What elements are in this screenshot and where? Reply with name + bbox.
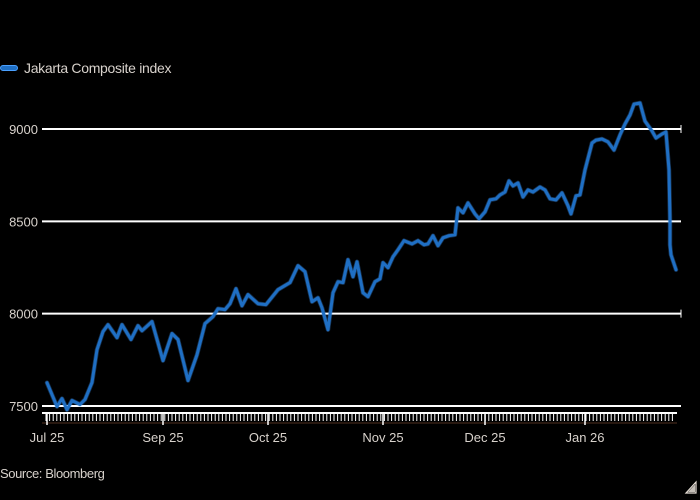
- source-note: Source: Bloomberg: [0, 466, 105, 481]
- x-axis: Jul 25 Sep 25 Oct 25 Nov 25 Dec 25 Jan 26: [30, 412, 677, 445]
- y-tick-label: 8000: [9, 307, 38, 322]
- y-tick-label: 8500: [9, 214, 38, 229]
- x-tick-label: Jan 26: [565, 430, 604, 445]
- chart-legend: Jakarta Composite index: [0, 58, 171, 78]
- y-tick-label: 7500: [9, 399, 38, 414]
- legend-series-label: Jakarta Composite index: [24, 60, 172, 76]
- x-tick-label: Oct 25: [249, 430, 287, 445]
- y-tick-label: 9000: [9, 122, 38, 137]
- legend-line-swatch-icon: [0, 65, 18, 71]
- x-tick-label: Sep 25: [142, 430, 183, 445]
- series-jakarta-composite-index: [44, 100, 679, 412]
- publisher-logo-icon: [684, 480, 697, 494]
- y-axis: 9000 8500 8000 7500: [9, 122, 38, 414]
- x-tick-label: Nov 25: [362, 430, 403, 445]
- x-tick-label: Dec 25: [464, 430, 505, 445]
- x-tick-label: Jul 25: [30, 430, 65, 445]
- series-line: [45, 101, 678, 412]
- gridlines: [42, 125, 682, 407]
